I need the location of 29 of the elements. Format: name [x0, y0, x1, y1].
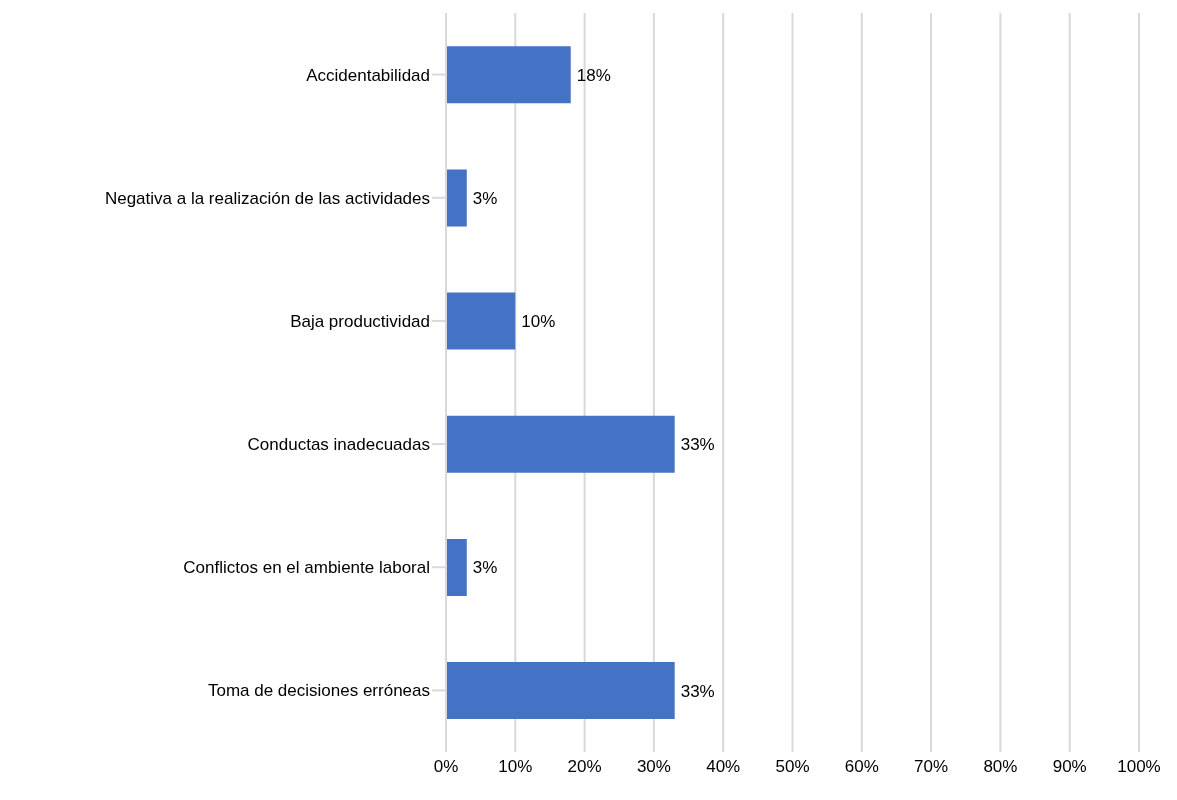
data-label: 3%	[472, 188, 498, 208]
y-tick-label: Accidentabilidad	[306, 65, 430, 85]
bar	[446, 415, 675, 473]
data-label: 33%	[680, 681, 715, 701]
data-label: 33%	[680, 435, 715, 455]
y-tick-label: Baja productividad	[290, 311, 430, 331]
x-tick-label: 30%	[636, 757, 671, 777]
x-tick-label: 70%	[914, 757, 949, 777]
x-tick-label: 10%	[498, 757, 533, 777]
data-label: 3%	[472, 558, 498, 578]
y-tick-label: Conflictos en el ambiente laboral	[183, 558, 430, 578]
y-tick-label: Conductas inadecuadas	[247, 435, 430, 455]
y-tick-label: Negativa a la realización de las actividades	[104, 188, 430, 208]
x-tick-label: 60%	[844, 757, 879, 777]
x-tick-label: 50%	[775, 757, 810, 777]
x-tick-label: 20%	[567, 757, 602, 777]
bar	[446, 292, 516, 350]
data-label: 10%	[521, 312, 556, 332]
data-label: 18%	[576, 65, 611, 85]
bar	[446, 538, 467, 596]
x-tick-label: 100%	[1117, 757, 1161, 777]
x-tick-label: 90%	[1052, 757, 1087, 777]
y-tick-label: Toma de decisiones erróneas	[207, 681, 430, 701]
bar	[446, 662, 675, 720]
x-tick-label: 0%	[433, 757, 459, 777]
x-tick-label: 80%	[983, 757, 1018, 777]
x-tick-label: 40%	[706, 757, 741, 777]
bar	[446, 46, 571, 104]
bar	[446, 169, 467, 227]
